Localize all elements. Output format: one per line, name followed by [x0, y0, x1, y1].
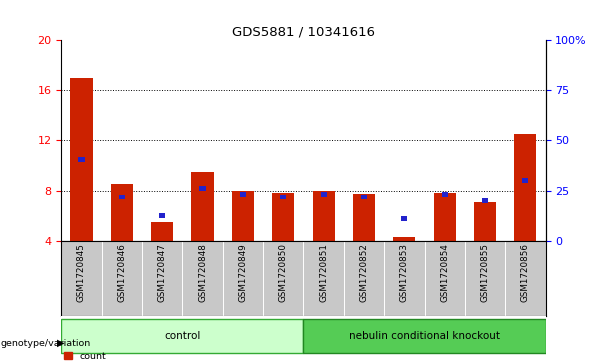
Bar: [191, 172, 214, 241]
Bar: [433, 193, 456, 241]
Bar: [240, 192, 246, 197]
Text: GSM1720852: GSM1720852: [359, 243, 368, 302]
Bar: [441, 192, 447, 197]
Bar: [199, 186, 205, 191]
Bar: [232, 191, 254, 241]
Bar: [61, 319, 303, 352]
Text: GSM1720849: GSM1720849: [238, 243, 248, 302]
Bar: [70, 78, 93, 241]
Bar: [482, 198, 488, 203]
Text: GSM1720854: GSM1720854: [440, 243, 449, 302]
Text: control: control: [164, 331, 200, 341]
Bar: [303, 319, 546, 352]
Bar: [272, 193, 294, 241]
Bar: [151, 222, 173, 241]
Text: GSM1720847: GSM1720847: [158, 243, 167, 302]
Bar: [353, 195, 375, 241]
Text: GSM1720848: GSM1720848: [198, 243, 207, 302]
Bar: [522, 178, 528, 183]
Bar: [280, 195, 286, 199]
Bar: [514, 134, 536, 241]
Bar: [361, 195, 367, 199]
Bar: [159, 213, 166, 218]
Text: GSM1720850: GSM1720850: [279, 243, 287, 302]
Text: GSM1720855: GSM1720855: [481, 243, 490, 302]
Bar: [119, 195, 125, 199]
Bar: [393, 237, 416, 241]
Text: GSM1720856: GSM1720856: [521, 243, 530, 302]
Bar: [111, 184, 133, 241]
Text: ▶: ▶: [57, 338, 64, 348]
Title: GDS5881 / 10341616: GDS5881 / 10341616: [232, 26, 375, 39]
Bar: [313, 191, 335, 241]
Bar: [321, 192, 327, 197]
Text: GSM1720846: GSM1720846: [117, 243, 126, 302]
Text: genotype/variation: genotype/variation: [1, 339, 91, 347]
Text: nebulin conditional knockout: nebulin conditional knockout: [349, 331, 500, 341]
Bar: [78, 157, 85, 162]
Bar: [474, 202, 496, 241]
Text: GSM1720851: GSM1720851: [319, 243, 328, 302]
Text: GSM1720845: GSM1720845: [77, 243, 86, 302]
Bar: [402, 216, 408, 221]
Legend: count, percentile rank within the sample: count, percentile rank within the sample: [60, 348, 243, 363]
Text: GSM1720853: GSM1720853: [400, 243, 409, 302]
